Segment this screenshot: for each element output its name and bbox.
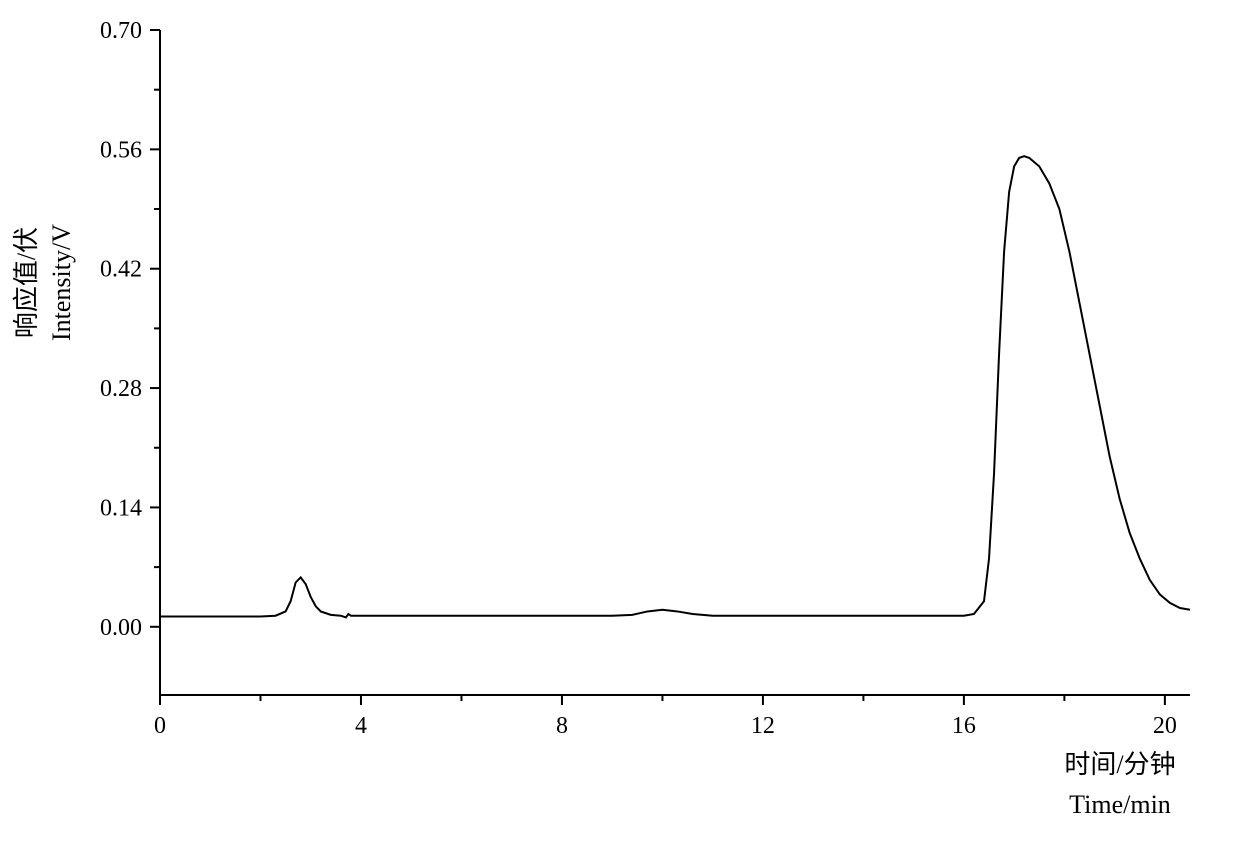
- x-axis-label-cn: 时间/分钟: [1064, 750, 1175, 779]
- x-tick-label: 8: [556, 713, 568, 739]
- x-axis-label-en: Time/min: [1069, 790, 1171, 819]
- chart-svg: 0 4 8 12 16 20 0.00 0.14 0.28 0.42 0.56 0.70 时间/分钟 Ti…: [0, 0, 1240, 862]
- y-tick-label: 0.42: [100, 257, 142, 283]
- x-tick-label: 4: [355, 713, 367, 739]
- x-tick-label: 16: [952, 713, 976, 739]
- y-axis-label-en: Intensity/V: [47, 224, 76, 341]
- x-tick-label: 0: [154, 713, 166, 739]
- chromatogram-trace: [160, 156, 1190, 617]
- chromatogram-chart: 0 4 8 12 16 20 0.00 0.14 0.28 0.42 0.56 0.70 时间/分钟 Ti…: [0, 0, 1240, 862]
- y-tick-label: 0.70: [100, 18, 142, 44]
- y-tick-label: 0.00: [100, 615, 142, 641]
- y-tick-label: 0.28: [100, 376, 142, 402]
- y-axis-label-cn: 响应值/伏: [12, 227, 41, 338]
- x-tick-label: 12: [751, 713, 775, 739]
- x-tick-label: 20: [1153, 713, 1177, 739]
- y-tick-label: 0.56: [100, 137, 142, 163]
- y-tick-label: 0.14: [100, 495, 142, 521]
